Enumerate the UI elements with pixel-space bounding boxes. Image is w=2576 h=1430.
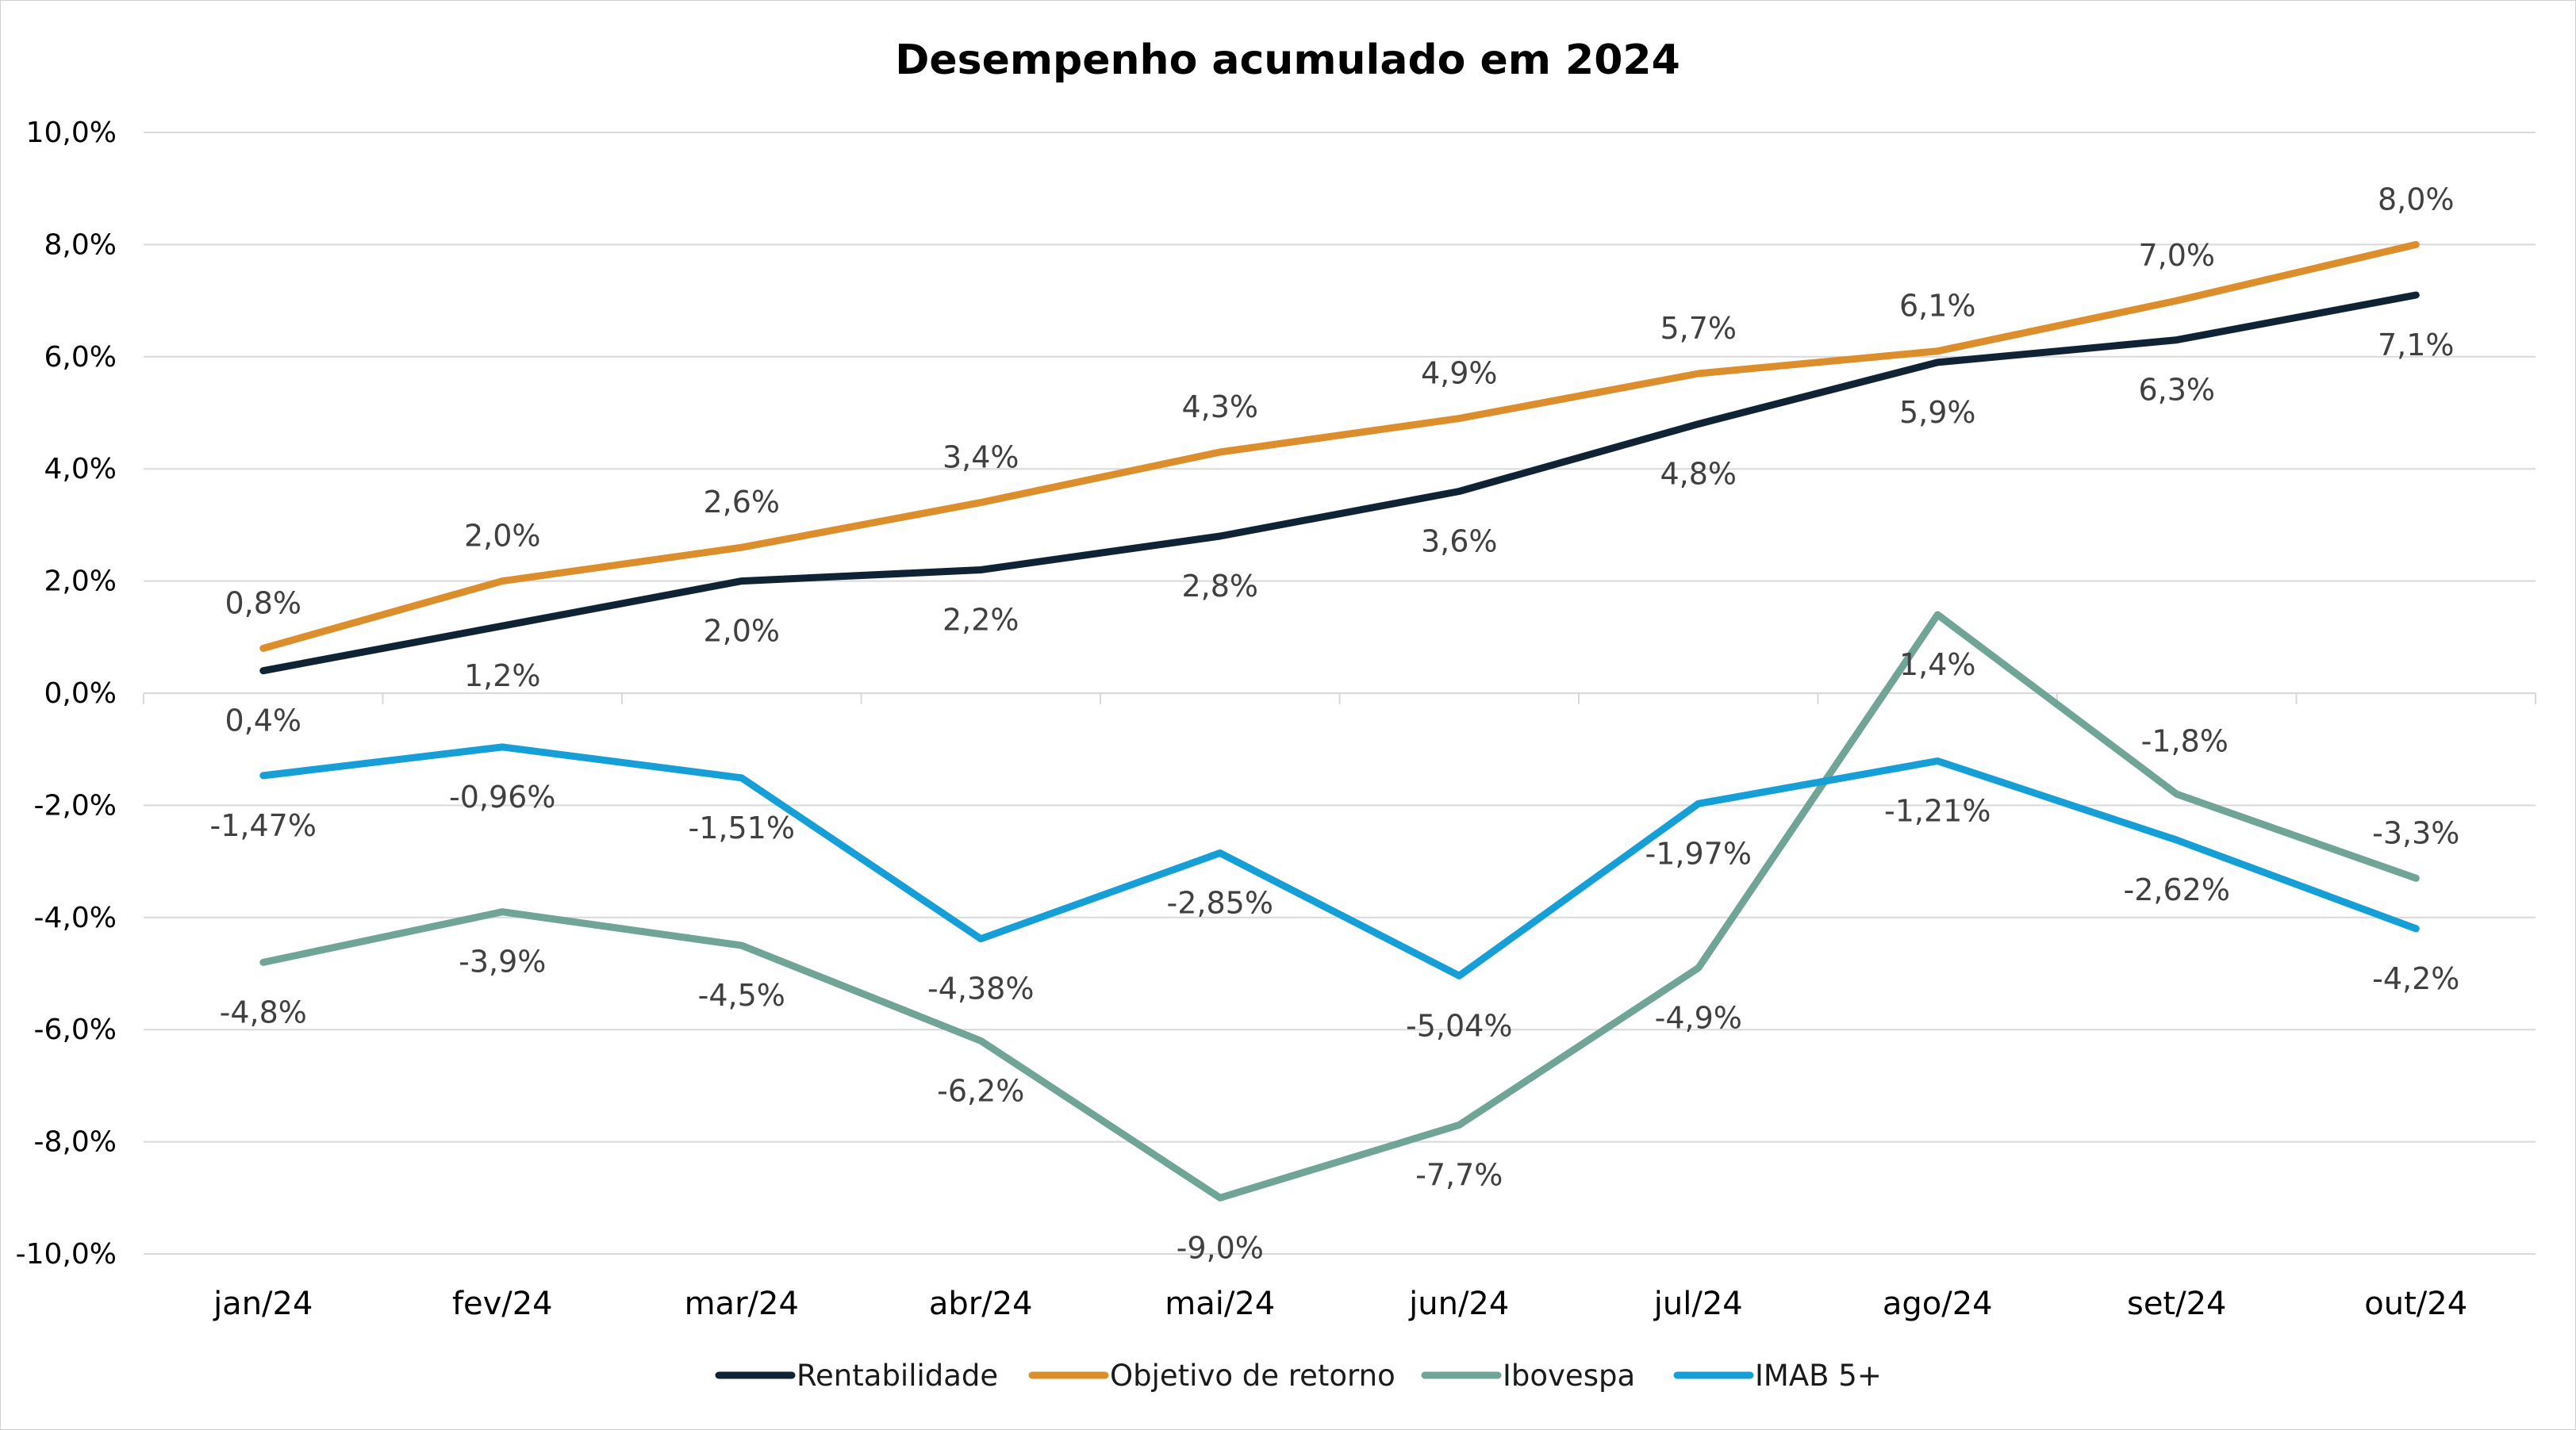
legend-label: IMAB 5+ <box>1755 1359 1882 1393</box>
x-tick-label: ago/24 <box>1883 1286 1993 1322</box>
data-label: 5,9% <box>1899 395 1976 430</box>
data-label: 2,2% <box>942 602 1019 637</box>
data-label: -0,96% <box>449 780 555 815</box>
gridlines <box>143 132 2536 1255</box>
data-label: 0,8% <box>225 585 301 620</box>
data-label: -2,62% <box>2124 872 2230 907</box>
y-tick-label: 4,0% <box>44 453 117 485</box>
series-lines <box>259 240 2420 1202</box>
data-label: -3,9% <box>459 945 546 980</box>
chart-title: Desempenho acumulado em 2024 <box>895 36 1680 84</box>
series-line-rentabilidade <box>259 291 2420 675</box>
x-tick-label: mai/24 <box>1165 1286 1275 1322</box>
y-tick-label: 2,0% <box>44 565 117 598</box>
data-label: -6,2% <box>937 1073 1024 1108</box>
x-tick-label: out/24 <box>2364 1286 2467 1322</box>
series-line-imab-5- <box>259 743 2420 980</box>
x-axis-ticks: jan/24 fev/24 mar/24 abr/24 mai/24 jun/24 jul/… <box>213 1286 2467 1322</box>
data-label: -2,85% <box>1167 885 1273 920</box>
data-label: -1,97% <box>1645 836 1752 871</box>
y-tick-label: -10,0% <box>16 1238 117 1271</box>
data-label: 6,3% <box>2138 373 2215 408</box>
data-label: -4,9% <box>1655 1000 1742 1035</box>
data-label: 2,8% <box>1181 569 1258 604</box>
x-tick-label: abr/24 <box>929 1286 1033 1322</box>
x-tick-label: jul/24 <box>1653 1286 1743 1322</box>
data-label: 3,6% <box>1421 523 1498 558</box>
legend-label: Ibovespa <box>1503 1359 1635 1393</box>
data-labels: 0,4% 1,2% 2,0% 2,2% 2,8% 3,6% 4,8% 5,9% 6,3% 7,1%… <box>210 182 2460 1265</box>
data-label: 2,0% <box>464 519 541 554</box>
y-tick-label: 0,0% <box>44 677 117 710</box>
y-tick-label: 6,0% <box>44 341 117 374</box>
x-tick-label: mar/24 <box>685 1286 799 1322</box>
data-label: -4,5% <box>698 978 785 1013</box>
y-tick-label: 8,0% <box>44 228 117 261</box>
y-axis-ticks: -10,0% -8,0% -6,0% -4,0% -2,0% 0,0% 2,0% 4,0% 6,… <box>16 117 117 1271</box>
data-label: 3,4% <box>942 440 1019 475</box>
data-label: 1,4% <box>1899 647 1976 682</box>
data-label: 5,7% <box>1660 311 1737 346</box>
x-tick-label: jun/24 <box>1408 1286 1509 1322</box>
data-label: 4,9% <box>1421 356 1498 391</box>
y-tick-label: -4,0% <box>34 902 117 934</box>
data-label: 2,0% <box>703 614 780 649</box>
data-label: -1,8% <box>2141 723 2229 758</box>
x-tick-label: fev/24 <box>452 1286 553 1322</box>
y-tick-label: -6,0% <box>34 1014 117 1046</box>
data-label: 7,0% <box>2138 238 2215 273</box>
data-label: -4,8% <box>220 995 307 1029</box>
y-tick-label: -8,0% <box>34 1126 117 1159</box>
data-label: -7,7% <box>1415 1157 1503 1192</box>
y-tick-label: 10,0% <box>26 117 117 149</box>
series-line-ibovespa <box>259 611 2420 1202</box>
data-label: -4,2% <box>2372 961 2459 996</box>
y-tick-label: -2,0% <box>34 789 117 822</box>
legend-label: Rentabilidade <box>797 1359 998 1393</box>
data-label: -4,38% <box>927 972 1034 1006</box>
data-label: 2,6% <box>703 485 780 519</box>
data-label: 7,1% <box>2378 328 2455 362</box>
data-label: -9,0% <box>1177 1230 1264 1265</box>
data-label: -5,04% <box>1406 1008 1512 1043</box>
data-label: 4,8% <box>1660 457 1737 492</box>
data-label: -1,21% <box>1884 794 1991 829</box>
data-label: 6,1% <box>1899 289 1976 324</box>
data-label: 1,2% <box>464 658 541 693</box>
series-line-objetivo-de-retorno <box>259 240 2420 652</box>
legend: Rentabilidade Objetivo de retorno Ibovespa… <box>715 1359 1882 1393</box>
legend-label: Objetivo de retorno <box>1110 1359 1395 1393</box>
data-label: -1,51% <box>689 811 795 845</box>
data-label: 8,0% <box>2378 182 2455 217</box>
data-label: -1,47% <box>210 808 317 843</box>
data-label: 0,4% <box>225 703 301 738</box>
data-label: 4,3% <box>1181 389 1258 424</box>
x-tick-label: set/24 <box>2127 1286 2227 1322</box>
x-tick-label: jan/24 <box>213 1286 313 1322</box>
data-label: -3,3% <box>2372 815 2459 850</box>
